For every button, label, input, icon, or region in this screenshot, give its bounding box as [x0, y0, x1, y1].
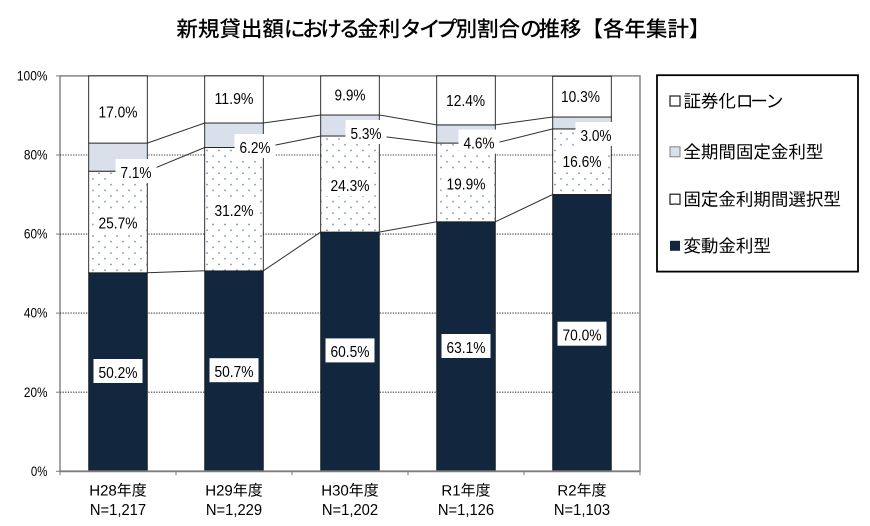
svg-text:63.1%: 63.1% [447, 340, 486, 357]
svg-text:5.3%: 5.3% [351, 126, 382, 143]
svg-text:31.2%: 31.2% [215, 203, 254, 220]
svg-text:25.7%: 25.7% [99, 215, 138, 232]
svg-text:N=1,217: N=1,217 [90, 502, 146, 519]
svg-text:N=1,126: N=1,126 [438, 502, 494, 519]
svg-text:11.9%: 11.9% [215, 91, 254, 108]
svg-text:9.9%: 9.9% [335, 87, 366, 104]
svg-text:N=1,103: N=1,103 [554, 502, 610, 519]
svg-text:70.0%: 70.0% [563, 328, 602, 345]
svg-text:60.5%: 60.5% [331, 344, 370, 361]
svg-text:N=1,229: N=1,229 [206, 502, 262, 519]
svg-text:4.6%: 4.6% [464, 135, 495, 152]
svg-text:6.2%: 6.2% [240, 140, 271, 157]
svg-text:24.3%: 24.3% [331, 178, 370, 195]
svg-text:0%: 0% [31, 463, 48, 479]
svg-text:19.9%: 19.9% [447, 176, 486, 193]
svg-text:100%: 100% [17, 68, 48, 84]
svg-text:20%: 20% [24, 384, 48, 400]
svg-text:50.7%: 50.7% [215, 364, 254, 381]
svg-text:10.3%: 10.3% [561, 89, 600, 106]
svg-text:3.0%: 3.0% [581, 128, 612, 145]
svg-text:80%: 80% [24, 147, 48, 163]
svg-text:N=1,202: N=1,202 [322, 502, 378, 519]
svg-text:50.2%: 50.2% [99, 365, 138, 382]
svg-text:16.6%: 16.6% [563, 154, 602, 171]
svg-text:12.4%: 12.4% [446, 93, 485, 110]
svg-text:17.0%: 17.0% [99, 104, 138, 121]
svg-text:60%: 60% [24, 226, 48, 242]
svg-text:7.1%: 7.1% [121, 165, 152, 182]
svg-text:40%: 40% [24, 305, 48, 321]
